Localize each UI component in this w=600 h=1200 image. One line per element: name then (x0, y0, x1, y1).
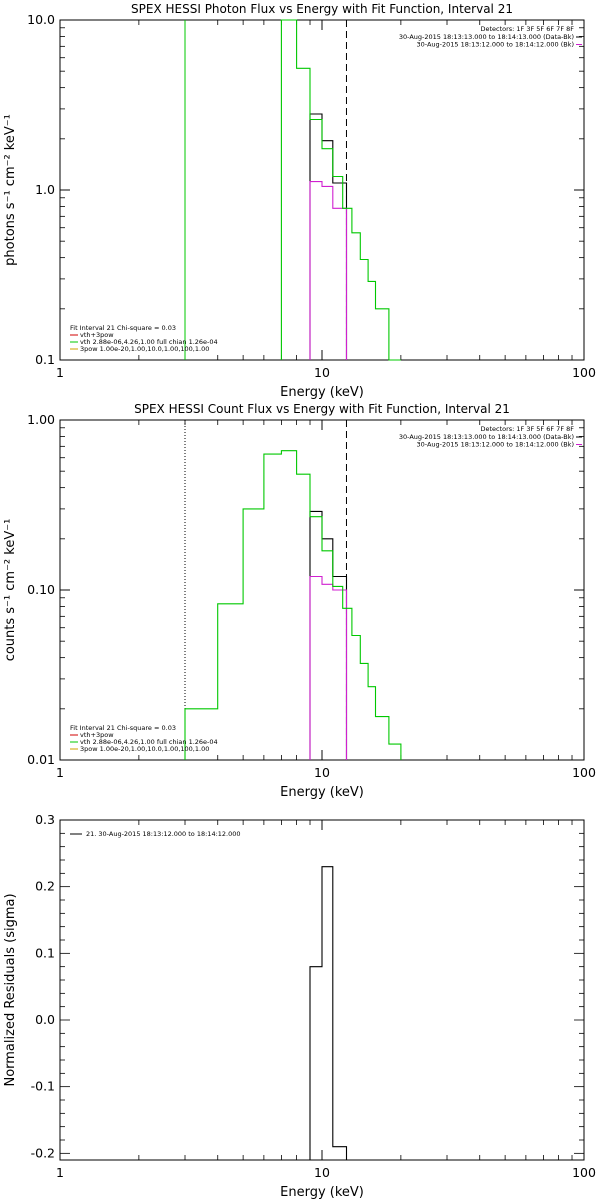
y-tick-label: 1.0 (35, 182, 55, 197)
legend-entry: vth+3pow (80, 731, 114, 739)
legend-entry: 30-Aug-2015 18:13:13.000 to 18:14:13.000… (399, 33, 574, 41)
y-tick-label: 1.00 (27, 412, 55, 427)
chart-title: SPEX HESSI Count Flux vs Energy with Fit… (134, 402, 510, 416)
series-line-1 (309, 866, 348, 1160)
legend-entry: 21. 30-Aug-2015 18:13:12.000 to 18:14:12… (86, 830, 241, 838)
x-ticks (59, 420, 585, 760)
x-tick-label: 1 (56, 365, 64, 380)
plot-panel-2: SPEX HESSI Count Flux vs Energy with Fit… (3, 402, 596, 800)
y-axis-label: Normalized Residuals (sigma) (3, 893, 18, 1086)
x-ticks (59, 820, 585, 1160)
legend-header: Fit Interval 21 Chi-square = 0.03 (70, 324, 176, 332)
legend-left: Fit Interval 21 Chi-square = 0.03vth+3po… (70, 324, 218, 353)
y-tick-label: 0.10 (27, 582, 55, 597)
legend-header: Fit Interval 21 Chi-square = 0.03 (70, 724, 176, 732)
y-tick-label: 0.1 (35, 945, 55, 960)
legend-left: Fit Interval 21 Chi-square = 0.03vth+3po… (70, 724, 218, 753)
x-tick-label: 10 (314, 765, 330, 780)
series-line-3 (184, 450, 402, 760)
x-tick-label: 100 (572, 1165, 596, 1180)
y-tick-label: 0.2 (35, 879, 55, 894)
y-axis-label: counts s⁻¹ cm⁻² keV⁻¹ (3, 519, 18, 662)
x-tick-label: 100 (572, 365, 596, 380)
series-line-2 (309, 181, 348, 360)
x-axis-label: Energy (keV) (280, 385, 364, 400)
y-tick-label: -0.2 (31, 1145, 55, 1160)
legend-entry: 30-Aug-2015 18:13:12.000 to 18:14:12.000… (417, 441, 574, 449)
y-tick-label: -0.1 (31, 1079, 55, 1094)
x-tick-label: 10 (314, 365, 330, 380)
legend-entry: vth+3pow (80, 331, 114, 339)
plot-panel-1: SPEX HESSI Photon Flux vs Energy with Fi… (3, 2, 596, 400)
x-axis-label: Energy (keV) (280, 1185, 364, 1200)
chart-title: SPEX HESSI Photon Flux vs Energy with Fi… (131, 2, 513, 16)
y-tick-label: 0.3 (35, 812, 55, 827)
x-tick-label: 100 (572, 765, 596, 780)
y-ticks (60, 419, 584, 761)
x-tick-label: 1 (56, 765, 64, 780)
legend-entry: vth 2.88e-06,4.26,1.00 full chian 1.26e-… (80, 338, 218, 346)
y-ticks (60, 19, 584, 361)
y-ticks (60, 819, 584, 1154)
x-tick-label: 1 (56, 1165, 64, 1180)
legend-entry: vth 2.88e-06,4.26,1.00 full chian 1.26e-… (80, 738, 218, 746)
legend-header: Detectors: 1F 3F 5F 6F 7F 8F (480, 425, 574, 433)
y-tick-label: 0.1 (35, 352, 55, 367)
y-tick-label: 0.0 (35, 1012, 55, 1027)
series-line-1 (309, 113, 348, 360)
series-line-1 (309, 510, 348, 760)
x-tick-label: 10 (314, 1165, 330, 1180)
y-tick-label: 0.01 (27, 752, 55, 767)
legend-entry: 3pow 1.00e-20,1.00,10.0,1.00,100,1.00 (80, 345, 209, 353)
legend-entry: 30-Aug-2015 18:13:13.000 to 18:14:13.000… (399, 433, 574, 441)
legend-entry: 3pow 1.00e-20,1.00,10.0,1.00,100,1.00 (80, 745, 209, 753)
x-axis-label: Energy (keV) (280, 785, 364, 800)
legend-header: Detectors: 1F 3F 5F 6F 7F 8F (480, 25, 574, 33)
plot-frame (59, 19, 585, 361)
plot-frame (59, 419, 585, 761)
legend-left: 21. 30-Aug-2015 18:13:12.000 to 18:14:12… (70, 830, 241, 838)
legend-entry: 30-Aug-2015 18:13:12.000 to 18:14:12.000… (417, 41, 574, 49)
series-line-3 (280, 19, 401, 361)
y-tick-label: 10.0 (27, 12, 55, 27)
plot-panel-3: 1 10 100 -0.2 -0.1 0.0 0.1 0.2 0.3 Energy (keV) No… (3, 812, 596, 1200)
series-line-2 (309, 575, 348, 760)
x-ticks (59, 20, 585, 360)
y-axis-label: photons s⁻¹ cm⁻² keV⁻¹ (3, 114, 18, 266)
